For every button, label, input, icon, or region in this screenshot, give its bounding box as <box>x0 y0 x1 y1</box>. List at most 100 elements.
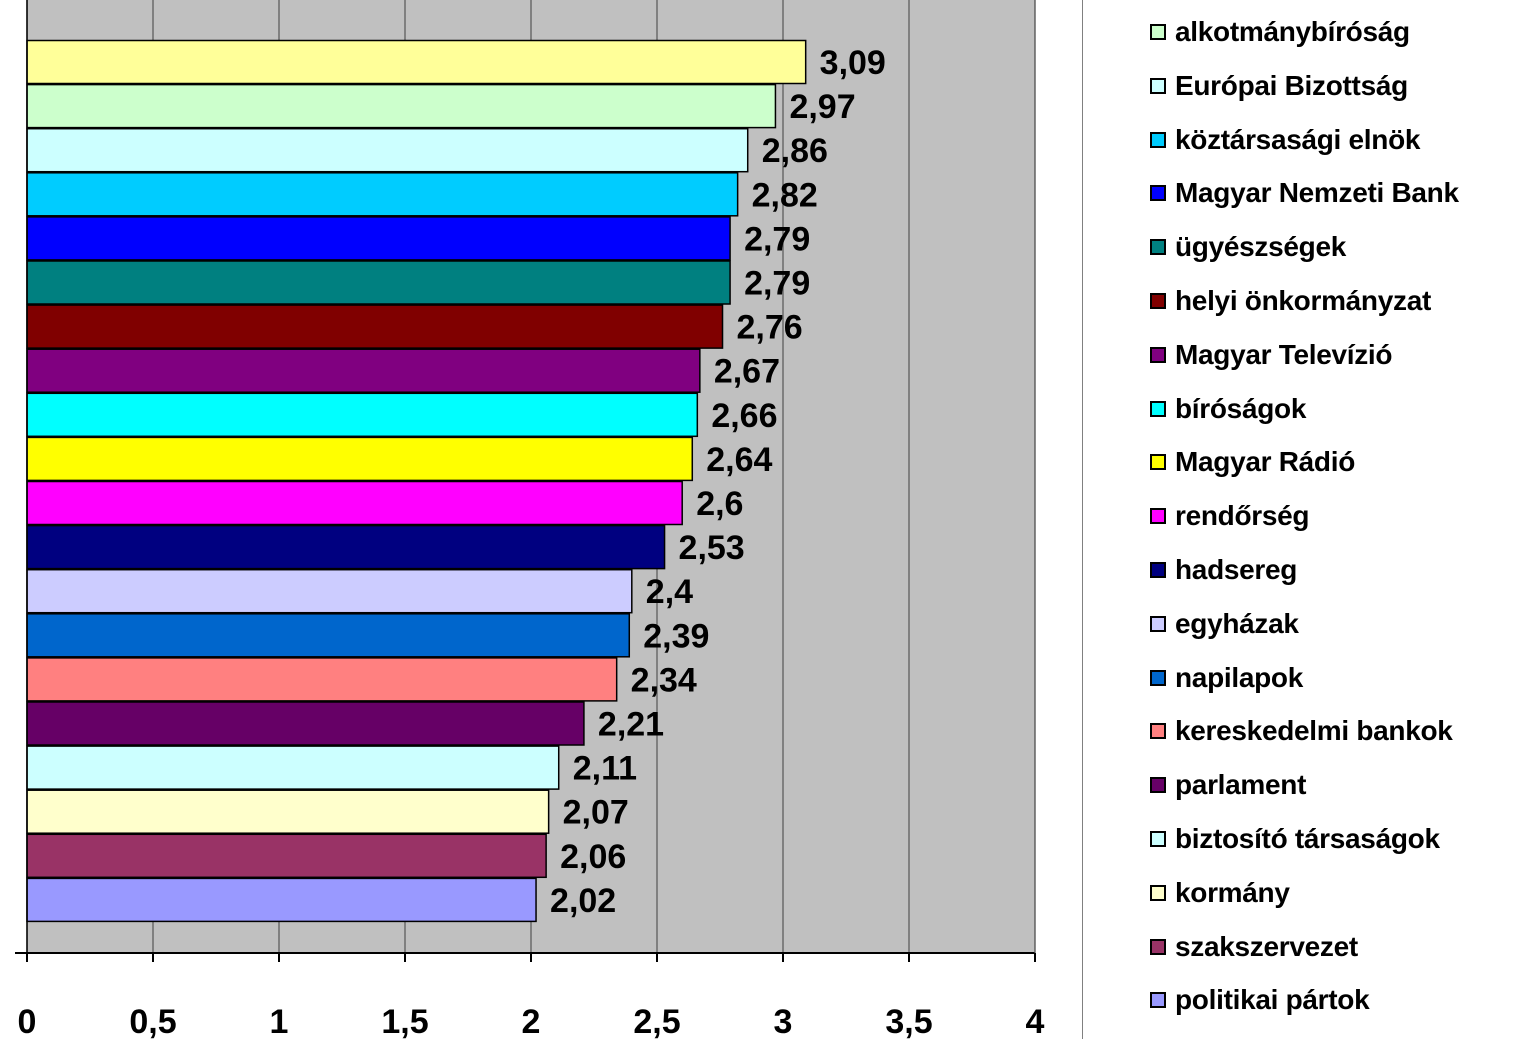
legend-item: egyházak <box>1150 607 1299 639</box>
legend-item: Magyar Televízió <box>1150 338 1393 370</box>
x-tick-label: 0 <box>18 1003 37 1039</box>
legend-swatch <box>1150 562 1166 578</box>
legend-label: kereskedelmi bankok <box>1175 715 1453 747</box>
x-tick-label: 2 <box>522 1003 541 1039</box>
bar <box>26 568 633 614</box>
data-label: 2,66 <box>711 397 777 435</box>
legend-label: politikai pártok <box>1175 984 1370 1016</box>
bar <box>26 392 699 438</box>
x-tick-label: 0,5 <box>129 1003 176 1039</box>
legend-divider <box>1082 0 1083 1039</box>
x-axis: 0 0,5 1 1,5 2 2,5 3 3,5 4 <box>15 0 1045 1039</box>
legend-label: ügyészségek <box>1175 231 1347 263</box>
legend-label: napilapok <box>1175 661 1303 693</box>
data-label: 2,97 <box>789 88 855 126</box>
legend-item: kereskedelmi bankok <box>1150 715 1453 747</box>
legend-swatch <box>1150 24 1166 40</box>
legend-swatch <box>1150 508 1166 525</box>
legend-swatch <box>1150 884 1166 901</box>
bar <box>26 127 749 173</box>
legend-label: rendőrség <box>1175 500 1310 532</box>
legend-swatch <box>1150 669 1166 686</box>
data-label: 3,09 <box>820 44 886 82</box>
legend-item: alkotmánybíróság <box>1150 16 1410 47</box>
data-label: 2,53 <box>679 529 745 567</box>
legend-swatch <box>1150 938 1166 955</box>
legend-swatch <box>1150 831 1166 847</box>
bar <box>26 304 724 349</box>
legend-item: biztosító társaságok <box>1150 823 1440 854</box>
x-tick-label: 3,5 <box>885 1003 932 1039</box>
legend-label: alkotmánybíróság <box>1175 16 1410 47</box>
bar <box>26 480 683 526</box>
data-label: 2,76 <box>737 309 803 347</box>
legend-label: szakszervezet <box>1175 930 1358 962</box>
legend-label: parlament <box>1175 769 1307 801</box>
bar <box>26 172 739 217</box>
data-label: 2,11 <box>573 750 637 788</box>
bar-chart: 3,092,972,862,822,792,792,762,672,662,64… <box>15 0 1045 1039</box>
legend-item: rendőrség <box>1150 500 1310 532</box>
data-label: 2,79 <box>744 220 810 258</box>
x-tick-label: 4 <box>1026 1003 1045 1039</box>
bars <box>26 39 807 923</box>
legend-item: köztársasági elnök <box>1150 123 1421 155</box>
legend-item: napilapok <box>1150 661 1303 693</box>
x-tick-label: 1,5 <box>381 1003 428 1039</box>
data-label: 2,64 <box>706 441 772 479</box>
legend-item: helyi önkormányzat <box>1150 285 1432 316</box>
x-tick-label: 1 <box>270 1003 289 1039</box>
bar <box>26 745 560 790</box>
data-label: 2,02 <box>550 882 616 920</box>
legend-swatch <box>1150 777 1166 794</box>
legend-item: Magyar Rádió <box>1150 446 1355 477</box>
legend-swatch <box>1150 239 1166 256</box>
x-tick-label: 2,5 <box>633 1003 680 1039</box>
bar <box>26 216 731 261</box>
legend-item: Európai Bizottság <box>1150 69 1408 101</box>
legend-swatch <box>1150 992 1166 1009</box>
legend-swatch <box>1150 723 1166 740</box>
x-tick-label: 3 <box>774 1003 793 1039</box>
data-label: 2,4 <box>646 573 693 611</box>
data-label: 2,21 <box>598 706 664 744</box>
data-label: 2,34 <box>631 661 697 699</box>
legend-item: parlament <box>1150 769 1307 801</box>
legend-item: bíróságok <box>1150 392 1307 424</box>
legend-label: Magyar Televízió <box>1175 338 1393 370</box>
legend-swatch <box>1150 293 1166 309</box>
legend-item: Magyar Nemzeti Bank <box>1150 177 1459 208</box>
bar <box>26 613 631 658</box>
legend-label: Európai Bizottság <box>1175 69 1408 101</box>
legend-swatch <box>1150 615 1166 632</box>
legend-item: hadsereg <box>1150 554 1298 585</box>
legend-item: kormány <box>1150 877 1290 908</box>
bar <box>26 436 694 482</box>
legend: alkotmánybíróság Európai Bizottság köztárs… <box>1150 0 1519 1039</box>
legend-label: helyi önkormányzat <box>1175 285 1432 316</box>
bar <box>26 833 547 879</box>
data-label: 2,07 <box>563 794 629 832</box>
bar <box>26 348 701 393</box>
legend-label: köztársasági elnök <box>1175 123 1421 155</box>
legend-swatch <box>1150 454 1166 471</box>
bar <box>26 657 618 702</box>
legend-item: szakszervezet <box>1150 930 1358 962</box>
data-label: 2,06 <box>560 838 626 876</box>
legend-label: bíróságok <box>1175 392 1307 424</box>
bar <box>26 83 777 129</box>
legend-item: ügyészségek <box>1150 231 1347 263</box>
data-label: 2,39 <box>643 617 709 655</box>
legend-swatch <box>1150 77 1166 94</box>
legend-label: hadsereg <box>1175 554 1298 585</box>
legend-label: biztosító társaságok <box>1175 823 1440 854</box>
data-label: 2,82 <box>752 176 818 214</box>
legend-swatch <box>1150 346 1166 363</box>
legend-label: egyházak <box>1175 607 1299 639</box>
bar <box>26 877 537 923</box>
bar <box>26 789 550 834</box>
data-label: 2,6 <box>696 485 743 523</box>
bar <box>26 524 666 570</box>
data-labels: 3,09 2,97 2,86 2,82 2,79 2,79 2,76 2,67 2,66 2,64… <box>550 44 886 920</box>
bar <box>26 260 731 305</box>
